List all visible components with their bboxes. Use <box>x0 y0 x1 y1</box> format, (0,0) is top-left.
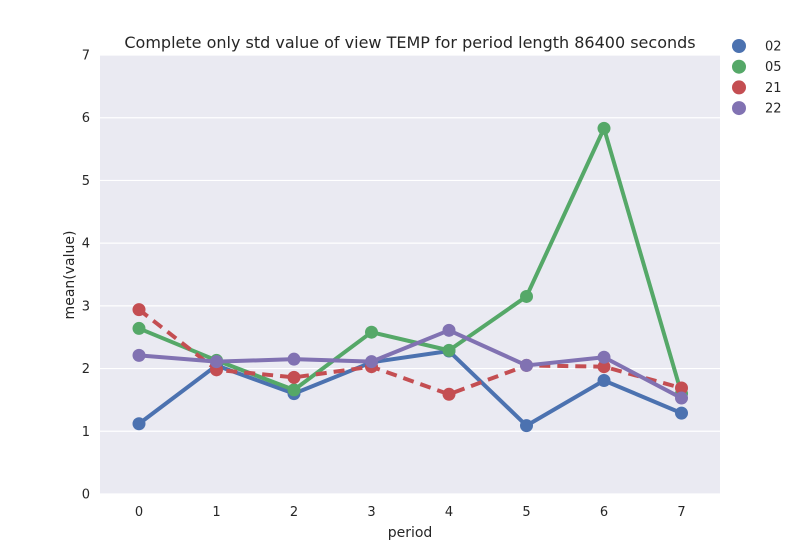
data-point <box>132 321 146 335</box>
x-tick-label: 4 <box>445 505 453 520</box>
x-tick-label: 5 <box>522 505 530 520</box>
x-tick-label: 6 <box>600 505 608 520</box>
data-point <box>520 289 533 303</box>
x-tick-label: 1 <box>212 505 220 520</box>
legend-label: 21 <box>765 81 782 96</box>
y-tick-label: 6 <box>82 111 90 126</box>
data-point <box>675 381 688 395</box>
plot-area <box>100 55 720 494</box>
data-point <box>597 373 611 387</box>
y-tick-label: 4 <box>82 237 90 252</box>
data-point <box>520 419 533 433</box>
y-axis-label: mean(value) <box>62 231 78 320</box>
data-point <box>675 406 688 420</box>
data-point <box>597 121 611 135</box>
data-point <box>287 383 301 397</box>
data-point <box>520 358 533 372</box>
data-point <box>442 343 456 357</box>
y-tick-label: 5 <box>82 174 90 189</box>
y-tick-label: 2 <box>82 362 90 377</box>
series-line <box>137 308 683 397</box>
x-tick-label: 7 <box>677 505 685 520</box>
data-point <box>132 303 146 317</box>
data-point <box>442 387 456 401</box>
legend-label: 05 <box>765 60 782 75</box>
legend-marker <box>732 39 746 53</box>
x-axis-label: period <box>388 525 433 541</box>
legend-marker <box>732 59 746 74</box>
data-point <box>132 417 146 431</box>
x-tick-label: 3 <box>367 505 375 520</box>
data-point <box>287 370 301 384</box>
legend-label: 02 <box>765 40 782 55</box>
y-tick-label: 3 <box>82 299 90 314</box>
legend-item: 05 <box>732 59 782 75</box>
y-tick-label: 1 <box>82 425 90 440</box>
y-tick-label: 7 <box>82 49 90 64</box>
series-layer <box>132 121 688 433</box>
series-line <box>138 126 684 395</box>
y-axis-ticks: 0 1 2 3 4 5 6 7 <box>82 49 90 503</box>
data-point <box>365 355 378 369</box>
y-tick-label: 0 <box>82 488 90 503</box>
legend-marker <box>732 80 746 95</box>
legend-label: 22 <box>765 102 782 117</box>
series-22 <box>132 323 688 405</box>
legend-marker <box>732 101 746 116</box>
data-point <box>597 350 611 364</box>
data-point <box>365 325 378 339</box>
data-point <box>597 360 611 374</box>
chart-title: Complete only std value of view TEMP for… <box>124 33 695 52</box>
data-point <box>442 323 456 337</box>
data-point <box>132 348 146 362</box>
x-tick-label: 2 <box>290 505 298 520</box>
series-line <box>138 328 683 400</box>
data-point <box>287 352 301 366</box>
legend: 02 05 21 22 <box>732 39 782 117</box>
legend-item: 02 <box>732 39 782 55</box>
x-axis-ticks: 0 1 2 3 4 5 6 7 <box>135 505 686 520</box>
grid-lines <box>100 54 720 495</box>
x-tick-label: 0 <box>135 505 143 520</box>
data-point <box>210 355 223 369</box>
legend-item: 22 <box>732 101 782 117</box>
data-point <box>675 391 688 405</box>
legend-item: 21 <box>732 80 782 96</box>
